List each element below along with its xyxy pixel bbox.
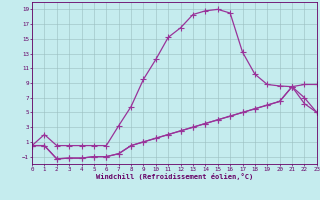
X-axis label: Windchill (Refroidissement éolien,°C): Windchill (Refroidissement éolien,°C) [96,173,253,180]
